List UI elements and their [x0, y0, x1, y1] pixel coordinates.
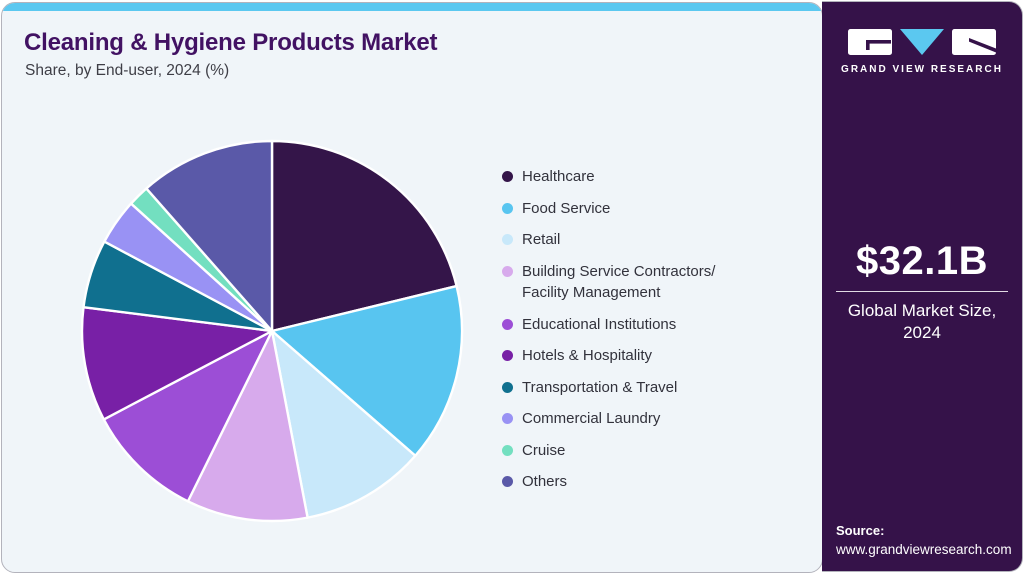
- logo-letter-v: [900, 29, 944, 55]
- gvr-logo-icon: [848, 29, 996, 55]
- legend-dot: [502, 444, 513, 456]
- logo-letter-r: [952, 29, 996, 55]
- market-size-block: $32.1B Global Market Size, 2024: [822, 239, 1022, 344]
- legend-dot: [502, 381, 513, 393]
- legend-label: Educational Institutions: [522, 315, 677, 333]
- legend-dot: [502, 318, 513, 330]
- legend-item-retail: Retail: [502, 229, 812, 251]
- legend-item-hotels-hospitality: Hotels & Hospitality: [502, 345, 812, 367]
- pie-slice-educational-institutions: [102, 329, 274, 503]
- legend-dot: [502, 350, 513, 361]
- pie-slice-others: [145, 139, 274, 333]
- gvr-logo: GRAND VIEW RESEARCH: [822, 28, 1022, 75]
- logo-text: GRAND VIEW RESEARCH: [841, 64, 1003, 75]
- legend-item-cruise: Cruise: [502, 440, 812, 462]
- page-subtitle: Share, by End-user, 2024 (%): [25, 62, 230, 79]
- logo-letter-g: [848, 29, 892, 55]
- market-size-value: $32.1B: [856, 239, 988, 283]
- legend-item-others: Others: [502, 471, 812, 493]
- legend-item-food-service: Food Service: [502, 198, 812, 220]
- top-accent-bar: [2, 3, 822, 11]
- legend-dot: [502, 171, 513, 182]
- pie-slice-retail: [270, 329, 417, 519]
- source-block: Source: www.grandviewresearch.com: [836, 523, 1012, 557]
- legend-label: Retail: [522, 231, 561, 248]
- legend-label: Others: [522, 473, 568, 490]
- pie-slice-building-service-contractors: [186, 329, 309, 523]
- sidebar: GRAND VIEW RESEARCH $32.1B Global Market…: [822, 1, 1023, 572]
- legend: Healthcare Food Service Retail Building Ser…: [502, 166, 812, 493]
- main-panel: Cleaning & Hygiene Products Market Share…: [1, 2, 823, 573]
- pie-slice-hotels-hospitality: [80, 305, 274, 421]
- legend-label: Healthcare: [522, 168, 595, 185]
- legend-dot: [502, 234, 513, 245]
- legend-item-commercial-laundry: Commercial Laundry: [502, 408, 812, 430]
- legend-item-healthcare: Healthcare: [502, 166, 812, 188]
- pie-chart: [80, 139, 464, 523]
- market-size-label: Global Market Size, 2024: [822, 300, 1022, 344]
- legend-item-transportation-travel: Transportation & Travel: [502, 377, 812, 399]
- legend-label: Transportation & Travel: [522, 378, 678, 396]
- legend-label: Food Service: [522, 199, 611, 217]
- legend-dot: [502, 265, 513, 277]
- legend-label: Hotels & Hospitality: [522, 347, 653, 364]
- legend-dot: [502, 413, 513, 424]
- legend-label: Commercial Laundry: [522, 410, 661, 427]
- market-size-label-line1: Global Market Size,: [847, 301, 997, 320]
- legend-dot: [502, 476, 513, 487]
- market-size-label-line2: 2024: [903, 323, 941, 342]
- source-url: www.grandviewresearch.com: [836, 542, 1012, 557]
- legend-dot: [502, 202, 513, 214]
- legend-label: Cruise: [522, 441, 566, 459]
- legend-item-building-service-contractors: Building Service Contractors/ Facility M…: [502, 261, 812, 304]
- page-title: Cleaning & Hygiene Products Market: [24, 29, 438, 56]
- legend-item-educational-institutions: Educational Institutions: [502, 314, 812, 336]
- divider-line: [836, 291, 1008, 292]
- source-label: Source:: [836, 523, 885, 538]
- pie-slice-food-service: [270, 284, 464, 457]
- pie-slice-healthcare: [270, 139, 458, 333]
- legend-label: Building Service Contractors/ Facility M…: [522, 262, 716, 302]
